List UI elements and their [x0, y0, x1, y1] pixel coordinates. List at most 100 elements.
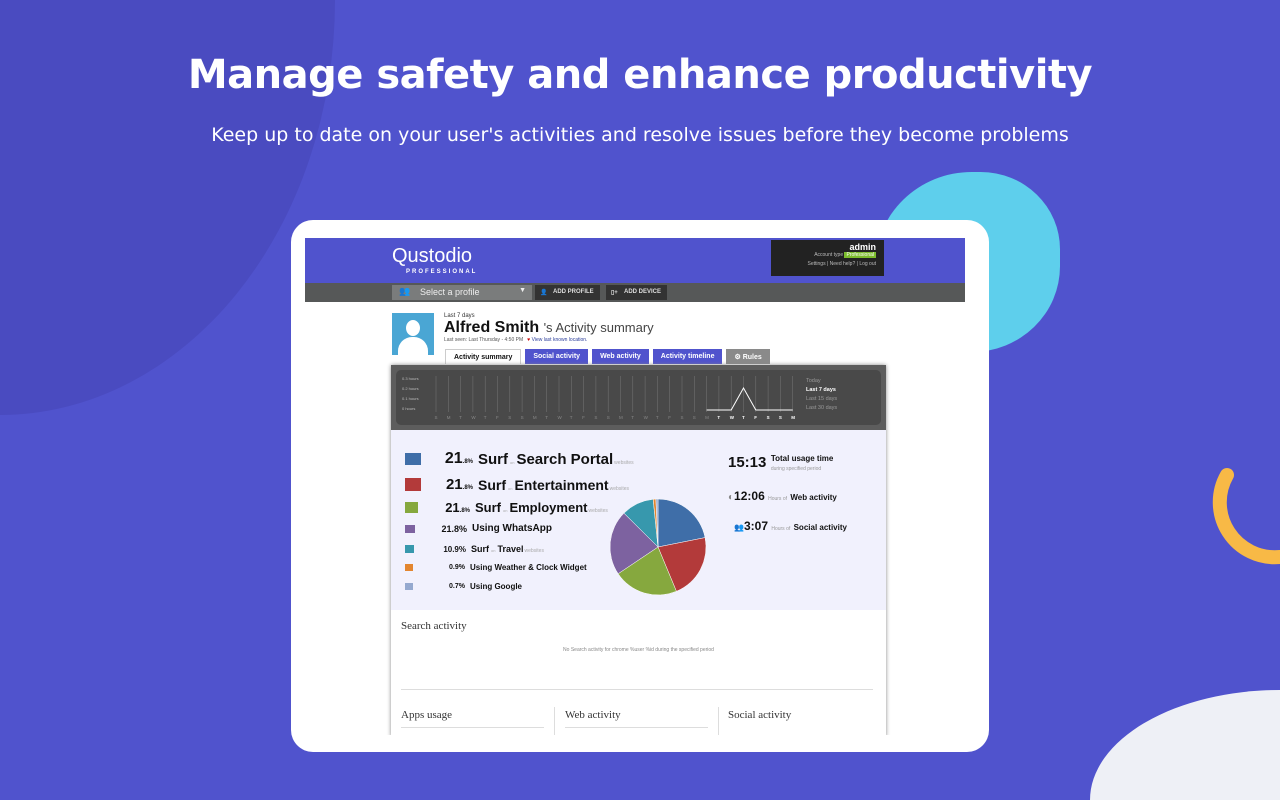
legend-item: 0.9% Using Weather & Clock Widget	[405, 563, 587, 572]
day-label: S	[594, 415, 597, 420]
day-label: S	[521, 415, 524, 420]
day-label: S	[607, 415, 610, 420]
search-empty-message: No Search activity for chrome %user %id …	[563, 647, 714, 653]
tab-rules[interactable]: ⚙ Rules	[726, 349, 770, 364]
timeline-chart: 0.3 hours 0.2 hours 0.1 hours 0 hours S M T W T F…	[391, 365, 886, 430]
legend-item: 21.8% Surf on Search Portalwebsites	[405, 450, 634, 468]
range-option[interactable]: Last 15 days	[806, 396, 837, 402]
logout-link[interactable]: Log out	[859, 261, 876, 267]
add-user-icon: 👤	[540, 290, 548, 296]
legend-label: Surf on Search Portalwebsites	[478, 450, 634, 468]
day-label: F	[582, 415, 585, 420]
summary-panel: 0.3 hours 0.2 hours 0.1 hours 0 hours S M T W T F…	[391, 365, 886, 735]
day-label: T	[742, 415, 745, 420]
web-activity-title: Web activity	[565, 709, 621, 721]
day-label: W	[471, 415, 476, 420]
tab-social-activity[interactable]: Social activity	[525, 349, 589, 364]
tab-web-activity[interactable]: Web activity	[592, 349, 649, 364]
legend-item: 21.8% Using WhatsApp	[405, 523, 552, 534]
logo: Qustodio PROFESSIONAL	[392, 245, 478, 275]
range-option[interactable]: Today	[806, 378, 821, 384]
page-title: 's Activity summary	[543, 320, 654, 335]
add-profile-button[interactable]: 👤 ADD PROFILE	[535, 285, 600, 300]
pin-icon: ♥	[527, 337, 531, 343]
range-option[interactable]: Last 30 days	[806, 405, 837, 411]
day-label: W	[730, 415, 735, 420]
legend-label: Using Weather & Clock Widget	[470, 563, 587, 572]
legend-percent: 21.8%	[441, 523, 467, 534]
day-label: S	[435, 415, 438, 420]
legend-percent: 0.7%	[449, 583, 465, 590]
day-label: W	[558, 415, 563, 420]
legend-item: 10.9% Surf on Travelwebsites	[405, 544, 544, 554]
day-label: W	[644, 415, 649, 420]
web-usage: ◐12:06 Hours of Web activity	[728, 489, 837, 503]
account-box: admin Account type Professional Settings…	[771, 240, 884, 276]
usage-pie-chart	[609, 498, 707, 596]
period-label: Last 7 days	[444, 313, 475, 319]
legend-label: Using Google	[470, 582, 522, 591]
day-label: S	[779, 415, 782, 420]
divider	[401, 689, 873, 690]
y-tick-label: 0.3 hours	[402, 376, 419, 381]
day-label: S	[508, 415, 511, 420]
search-activity-title: Search activity	[401, 620, 467, 632]
toolbar: 👥 Select a profile ▼ 👤 ADD PROFILE ▯+ ADD DE…	[305, 283, 965, 302]
plan-badge: Professional	[844, 252, 876, 258]
chevron-down-icon: ▼	[519, 287, 526, 294]
profile-select[interactable]: 👥 Select a profile ▼	[392, 285, 532, 300]
legend-item: 0.7% Using Google	[405, 582, 522, 591]
help-link[interactable]: Need help?	[829, 261, 856, 267]
hero-subtitle: Keep up to date on your user's activitie…	[211, 124, 1069, 146]
pie-slice	[657, 498, 706, 548]
legend-swatch	[405, 545, 414, 553]
day-label: S	[681, 415, 684, 420]
legend-label: Surf on Entertainmentwebsites	[478, 476, 630, 493]
day-label: M	[533, 415, 537, 420]
day-label: F	[496, 415, 499, 420]
legend-percent: 21.8%	[445, 500, 470, 515]
globe-icon: ◐	[728, 492, 735, 503]
column-divider	[554, 707, 555, 735]
column-divider	[718, 707, 719, 735]
decor-blob-light	[1090, 690, 1280, 800]
legend-percent: 21.8%	[445, 476, 473, 493]
tab-activity-timeline[interactable]: Activity timeline	[652, 349, 723, 364]
range-option[interactable]: Last 7 days	[806, 387, 836, 393]
tabs: Activity summary Social activity Web act…	[445, 349, 770, 364]
day-label: T	[717, 415, 720, 420]
day-label: M	[705, 415, 709, 420]
add-device-button[interactable]: ▯+ ADD DEVICE	[606, 285, 668, 300]
tab-activity-summary[interactable]: Activity summary	[445, 349, 522, 364]
avatar	[392, 313, 434, 355]
legend-percent: 21.8%	[444, 450, 473, 467]
app-header: Qustodio PROFESSIONAL admin Account type …	[305, 238, 965, 283]
divider	[565, 727, 708, 728]
day-label: S	[767, 415, 770, 420]
location-link[interactable]: View last known location.	[531, 337, 588, 343]
day-label: T	[484, 415, 487, 420]
y-tick-label: 0.1 hours	[402, 396, 419, 401]
day-label: T	[656, 415, 659, 420]
pie-slice	[617, 546, 677, 596]
day-label: M	[619, 415, 623, 420]
people-icon: 👥	[734, 523, 744, 532]
social-usage: 👥3:07 Hours of Social activity	[734, 519, 847, 533]
legend-item: 21.8% Surf on Entertainmentwebsites	[405, 476, 629, 493]
legend-percent: 0.9%	[449, 564, 465, 571]
legend-swatch	[405, 564, 413, 571]
day-label: T	[570, 415, 573, 420]
device-icon: ▯+	[611, 290, 618, 296]
usage-line	[706, 386, 793, 411]
legend-swatch	[405, 583, 413, 590]
settings-link[interactable]: Settings	[807, 261, 826, 267]
screenshot-card: Qustodio PROFESSIONAL admin Account type …	[291, 220, 989, 752]
pie-slice	[609, 512, 659, 575]
account-user: admin	[849, 242, 876, 252]
legend-swatch	[405, 524, 415, 533]
day-label: F	[668, 415, 671, 420]
day-label: S	[693, 415, 696, 420]
profile-name: Alfred Smith	[444, 319, 540, 336]
apps-usage-title: Apps usage	[401, 709, 453, 721]
users-icon: 👥	[399, 286, 411, 296]
